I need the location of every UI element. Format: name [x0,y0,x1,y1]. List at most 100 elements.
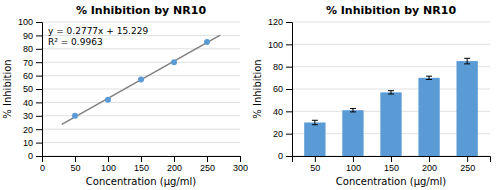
x-tick: 50 [310,156,320,173]
tick-label: 90 [23,31,33,41]
y-tick: 90 [23,31,42,41]
tick-mark [36,102,42,103]
x-tick: 100 [101,156,116,173]
y-tick: 40 [23,98,42,108]
tick-label: 120 [268,17,283,27]
x-tick: 50 [70,156,80,173]
tick-mark [108,156,109,162]
plot-area [304,58,478,156]
y-tick: 80 [23,44,42,54]
tick-label: 100 [101,163,116,173]
tick-label: 250 [460,163,475,173]
x-axis-line [293,157,491,163]
grid-line [42,89,240,90]
plot-area [62,35,220,124]
y-tick: 40 [273,107,292,117]
bar [304,123,325,157]
bar [456,61,477,156]
grid-line [42,142,240,143]
grid [42,22,240,156]
x-axis: 050100150200250300 [40,156,248,173]
y-tick: 10 [23,138,42,148]
error-line [352,109,353,112]
error-cap [426,79,432,80]
grid-line [292,22,490,23]
tick-mark [207,156,208,162]
tick-label: 60 [273,84,283,94]
y-tick: 60 [23,71,42,81]
error-cap [464,58,470,59]
x-tick: 200 [167,156,182,173]
annotation: y = 0.2777x + 15.229 [48,26,148,36]
tick-mark [36,22,42,23]
point [105,97,111,103]
title: % Inhibition by NR10 [76,4,206,17]
y-tick: 30 [23,111,42,121]
panel: 0501001502002503000102030405060708090100… [2,4,248,187]
tick-mark [36,35,42,36]
chart: 0501001502002503000102030405060708090100… [0,0,500,190]
x-tick: 150 [384,156,399,173]
grid-line [292,44,490,45]
tick-mark [240,156,241,162]
error-bar [388,91,394,94]
error-cap [388,94,394,95]
tick-mark [36,116,42,117]
tick-mark [353,156,354,162]
x-tick: 200 [422,156,437,173]
tick-label: 150 [134,163,149,173]
tick-mark [429,156,430,162]
error-cap [464,63,470,64]
x-axis-line [43,157,241,163]
y-axis: 0 20 40 60 80 100 120 [268,17,293,161]
y-tick: 60 [273,84,292,94]
x-tick: 250 [460,156,475,173]
tick-mark [315,156,316,162]
tick-label: 300 [233,163,248,173]
tick-mark [36,143,42,144]
tick-label: 20 [273,129,283,139]
error-bar [464,58,470,64]
tick-label: 100 [268,40,283,50]
tick-mark [286,22,292,23]
error-cap [312,124,318,125]
grid-line [42,62,240,63]
tick-label: 150 [384,163,399,173]
x-tick: 250 [200,156,215,173]
tick-mark [391,156,392,162]
tick-mark [36,76,42,77]
tick-label: 20 [23,125,33,135]
grid-line [42,102,240,103]
error-bar [350,109,356,112]
y-axis: 0102030405060708090100 [18,17,43,161]
tick-mark [141,156,142,162]
y-tick: 80 [273,62,292,72]
error-cap [388,90,394,91]
x-axis-title: Concentration (µg/ml) [336,176,446,187]
error-bar [426,76,432,79]
tick-mark [467,156,468,162]
tick-mark [36,49,42,50]
y-tick: 70 [23,58,42,68]
tick-label: 200 [167,163,182,173]
y-tick: 20 [23,125,42,135]
error-bar [312,120,318,124]
x-tick: 100 [346,156,361,173]
x-tick: 150 [134,156,149,173]
annotation: R² = 0.9963 [48,37,103,47]
point [72,113,78,119]
bar [418,78,439,156]
y-axis-line [36,23,43,157]
title: % Inhibition by NR10 [326,4,456,17]
y-axis-title: % Inhibition [252,59,263,118]
grid-line [42,115,240,116]
error-cap [312,120,318,121]
tick-label: 250 [200,163,215,173]
y-axis-line [286,23,293,157]
error-cap [350,111,356,112]
error-cap [350,108,356,109]
tick-mark [36,62,42,63]
tick-label: 0 [278,151,283,161]
tick-mark [286,89,292,90]
grid-line [42,48,240,49]
